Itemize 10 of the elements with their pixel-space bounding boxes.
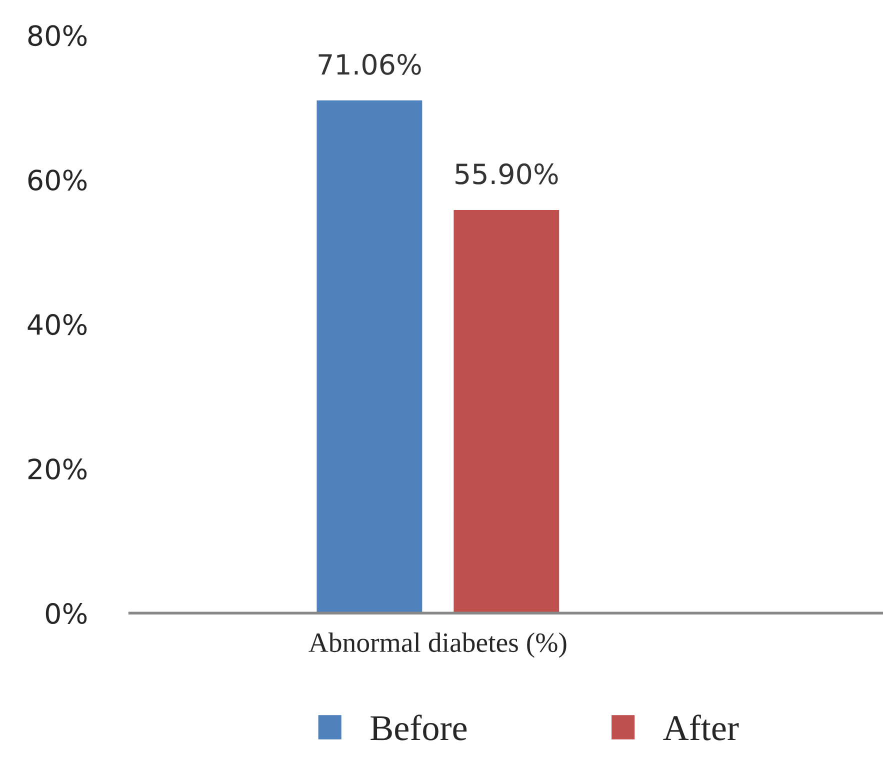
legend-label: Before	[370, 714, 467, 740]
y-tick-label: 0%	[46, 603, 87, 624]
x-tick-label: Abnormal diabetes (%)	[308, 632, 566, 658]
data-label: 71.06%	[318, 54, 421, 75]
y-tick-label: 40%	[28, 314, 87, 336]
y-tick-label: 80%	[28, 25, 87, 46]
y-tick-label: 20%	[28, 458, 87, 480]
y-tick-label: 60%	[28, 170, 87, 191]
legend-label: After	[663, 714, 739, 740]
data-label: 55.90%	[456, 163, 558, 184]
